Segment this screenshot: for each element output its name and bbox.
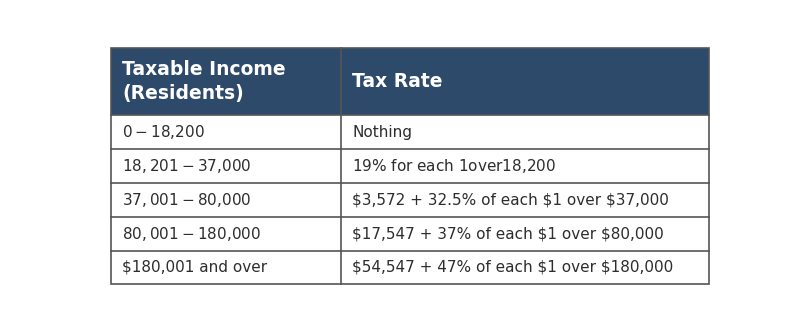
- Bar: [111, 250, 342, 284]
- Text: $18,201 - $37,000: $18,201 - $37,000: [122, 157, 252, 175]
- Bar: [342, 149, 709, 183]
- Text: 19% for each $1 over $18,200: 19% for each $1 over $18,200: [353, 157, 557, 175]
- Text: $180,001 and over: $180,001 and over: [122, 260, 267, 275]
- Text: $54,547 + 47% of each $1 over $180,000: $54,547 + 47% of each $1 over $180,000: [353, 260, 674, 275]
- Text: $3,572 + 32.5% of each $1 over $37,000: $3,572 + 32.5% of each $1 over $37,000: [353, 192, 670, 207]
- Text: $0 - $18,200: $0 - $18,200: [122, 123, 205, 141]
- Text: Tax Rate: Tax Rate: [353, 72, 443, 91]
- Bar: [111, 183, 342, 217]
- Bar: [342, 217, 709, 250]
- Bar: [342, 115, 709, 149]
- Bar: [111, 115, 342, 149]
- Text: $80,001 - $180,000: $80,001 - $180,000: [122, 225, 262, 242]
- Bar: [342, 250, 709, 284]
- Text: Taxable Income
(Residents): Taxable Income (Residents): [122, 60, 286, 103]
- Text: Nothing: Nothing: [353, 125, 413, 140]
- Bar: [111, 48, 709, 115]
- Bar: [111, 217, 342, 250]
- Bar: [111, 149, 342, 183]
- Text: $37,001 - $80,000: $37,001 - $80,000: [122, 191, 252, 209]
- Bar: [342, 183, 709, 217]
- Text: $17,547 + 37% of each $1 over $80,000: $17,547 + 37% of each $1 over $80,000: [353, 226, 664, 241]
